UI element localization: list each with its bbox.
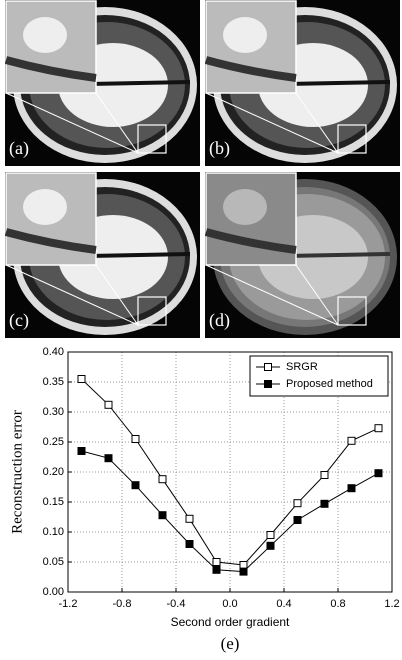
- data-point: [159, 476, 166, 483]
- x-tick-label: 0.0: [222, 598, 237, 610]
- y-tick-label: 0.40: [43, 346, 64, 358]
- image-panel: (a): [5, 0, 200, 166]
- data-point: [105, 401, 112, 408]
- x-tick-label: 0.8: [330, 598, 345, 610]
- y-tick-label: 0.35: [43, 376, 64, 388]
- panel-label: (d): [209, 310, 230, 331]
- x-tick-label: -0.4: [167, 598, 186, 610]
- panel-label: (b): [209, 138, 230, 159]
- image-panel: (d): [205, 172, 400, 338]
- data-point: [267, 532, 274, 539]
- data-point: [267, 542, 274, 549]
- x-axis-label: Second order gradient: [171, 615, 290, 629]
- data-point: [186, 541, 193, 548]
- y-tick-label: 0.10: [43, 526, 64, 538]
- data-point: [105, 455, 112, 462]
- figure: (a) (b) (c) (d) Reconstruction error Second…: [0, 0, 402, 660]
- data-point: [213, 566, 220, 573]
- data-point: [78, 448, 85, 455]
- legend-label: Proposed method: [286, 378, 373, 390]
- y-tick-label: 0.25: [43, 436, 64, 448]
- x-tick-label: -1.2: [59, 598, 78, 610]
- panel-label: (a): [9, 138, 29, 159]
- y-tick-label: 0.15: [43, 496, 64, 508]
- legend-marker: [265, 381, 272, 388]
- panel-label: (c): [9, 310, 29, 331]
- data-point: [321, 472, 328, 479]
- inset-detail: [223, 189, 267, 225]
- image-panel: (b): [205, 0, 400, 166]
- data-point: [375, 425, 382, 432]
- data-point: [159, 512, 166, 519]
- data-point: [132, 482, 139, 489]
- y-tick-label: 0.05: [43, 556, 64, 568]
- data-point: [240, 562, 247, 569]
- x-tick-label: 1.2: [384, 598, 399, 610]
- data-point: [213, 559, 220, 566]
- data-point: [294, 517, 301, 524]
- legend-label: SRGR: [286, 361, 318, 373]
- data-point: [348, 485, 355, 492]
- inset-detail: [23, 189, 67, 225]
- inset-detail: [223, 17, 267, 53]
- data-point: [186, 515, 193, 522]
- data-point: [321, 500, 328, 507]
- x-tick-label: 0.4: [276, 598, 291, 610]
- caption: (e): [221, 634, 240, 653]
- data-point: [78, 376, 85, 383]
- y-tick-label: 0.00: [43, 586, 64, 598]
- image-panels: (a) (b) (c) (d): [5, 0, 400, 338]
- image-panel: (c): [5, 172, 200, 338]
- x-tick-label: -0.8: [113, 598, 132, 610]
- legend-marker: [265, 364, 272, 371]
- data-point: [375, 470, 382, 477]
- data-point: [132, 436, 139, 443]
- data-point: [348, 437, 355, 444]
- y-tick-label: 0.30: [43, 406, 64, 418]
- inset-detail: [23, 17, 67, 53]
- y-tick-label: 0.20: [43, 466, 64, 478]
- data-point: [240, 568, 247, 575]
- data-point: [294, 500, 301, 507]
- y-axis-label: Reconstruction error: [9, 410, 25, 534]
- legend-box: [250, 356, 388, 396]
